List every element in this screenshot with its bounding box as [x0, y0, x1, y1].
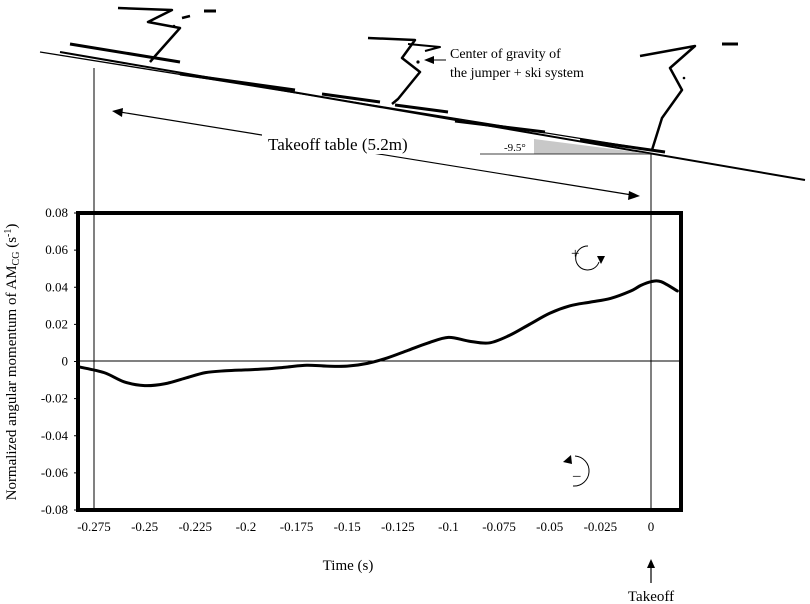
ski-4 [394, 103, 449, 114]
y-axis-label-unit: (s [4, 237, 20, 252]
y-tick-label: -0.04 [41, 428, 69, 443]
positive-rotation-icon [575, 245, 605, 271]
y-axis-label-unit-close: ) [4, 224, 20, 229]
table-length-arrow-head-right [628, 191, 640, 200]
ski-6 [579, 138, 666, 154]
x-tick-label: -0.15 [334, 519, 361, 534]
y-axis-label-main: Normalized angular momentum of AM [4, 265, 20, 500]
jumper-figure-3 [639, 42, 738, 151]
table-label-bg [262, 132, 410, 154]
y-tick-label: -0.06 [41, 465, 69, 480]
ski-2 [179, 72, 296, 92]
chart: 0.08 0.06 0.04 0.02 0 -0.02 -0.04 -0.06 -0.08 -0… [3, 205, 683, 604]
y-tick-label: -0.08 [41, 502, 68, 517]
table-length-label: Takeoff table (5.2m) [268, 135, 408, 154]
y-tick-label: 0.04 [45, 279, 68, 294]
cg-arrow-head [424, 56, 434, 64]
y-ticks: 0.08 0.06 0.04 0.02 0 -0.02 -0.04 -0.06 -0.08 [41, 205, 78, 517]
plus-symbol: + [571, 246, 579, 262]
jumper-figure-1 [117, 6, 216, 63]
plot-frame [76, 211, 683, 512]
y-axis-label-unit-exponent: -1 [3, 229, 14, 237]
x-tick-label: -0.075 [482, 519, 516, 534]
minus-symbol: – [572, 468, 581, 484]
x-tick-label: -0.025 [584, 519, 618, 534]
negative-rotation-icon [563, 455, 590, 487]
x-tick-label: -0.1 [438, 519, 459, 534]
takeoff-schematic: Center of gravity of the jumper + ski sy… [39, 6, 806, 512]
ski-5 [454, 119, 546, 134]
landing-slope-line [59, 51, 806, 181]
x-tick-label: -0.275 [77, 519, 111, 534]
x-tick-label: -0.175 [280, 519, 314, 534]
y-axis-label-subscript: CG [11, 252, 22, 266]
series-line [78, 279, 679, 388]
x-tick-label: -0.25 [131, 519, 158, 534]
x-tick-label: -0.05 [536, 519, 563, 534]
x-tick-label: -0.2 [236, 519, 257, 534]
ski-1 [69, 42, 181, 64]
x-tick-label: -0.125 [381, 519, 415, 534]
y-tick-label: 0.08 [45, 205, 68, 220]
y-tick-label: -0.02 [41, 391, 68, 406]
takeoff-arrow-head [647, 559, 655, 568]
y-tick-label: 0.02 [45, 316, 68, 331]
y-tick-label: 0.06 [45, 242, 68, 257]
x-ticks: -0.275 -0.25 -0.225 -0.2 -0.175 -0.15 -0.125 -0… [77, 519, 654, 534]
x-axis-label: Time (s) [323, 558, 374, 574]
ski-3 [321, 92, 381, 104]
cg-label-line1: Center of gravity of [450, 47, 561, 62]
angle-label: -9.5° [504, 142, 526, 154]
takeoff-label: Takeoff [628, 589, 674, 604]
y-axis-label: Normalized angular momentum of AMCG (s-1… [3, 224, 22, 501]
angle-wedge [534, 139, 652, 154]
x-tick-label: -0.225 [178, 519, 212, 534]
cg-label-line2: the jumper + ski system [450, 66, 584, 81]
y-tick-label: 0 [62, 354, 69, 369]
x-tick-label: 0 [648, 519, 655, 534]
table-length-arrow-head-left [112, 108, 123, 117]
jumper-figure-2 [367, 36, 441, 105]
